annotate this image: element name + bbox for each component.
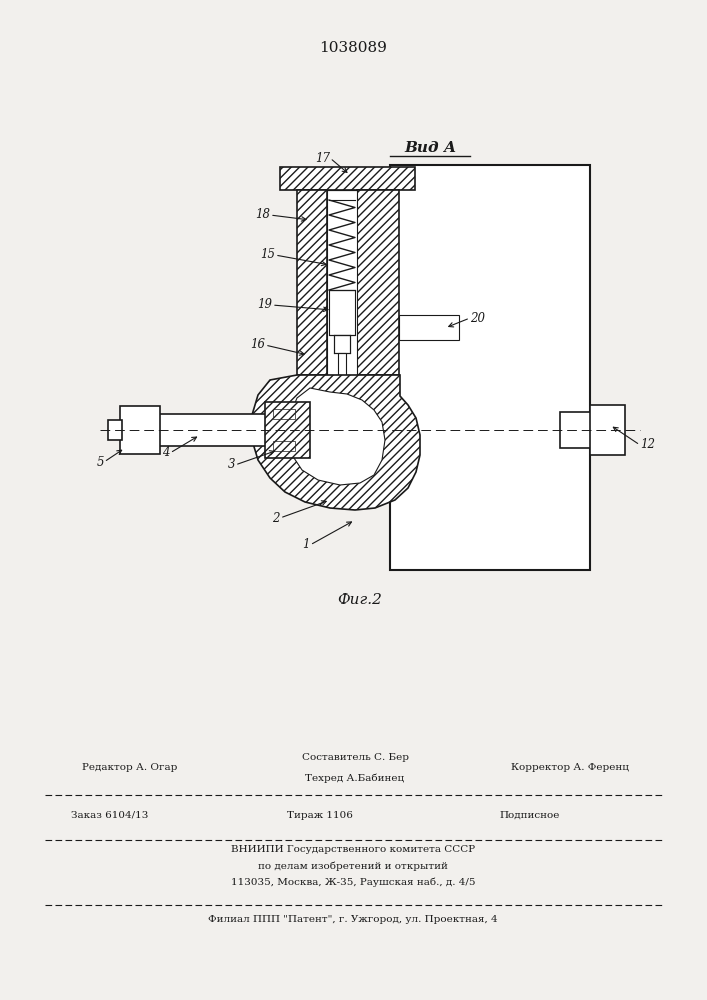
Bar <box>399 315 459 340</box>
Text: 20: 20 <box>470 312 485 324</box>
Text: 12: 12 <box>640 438 655 452</box>
Text: Филиал ППП "Патент", г. Ужгород, ул. Проектная, 4: Филиал ППП "Патент", г. Ужгород, ул. Про… <box>208 916 498 924</box>
Polygon shape <box>273 409 295 419</box>
Bar <box>338 353 346 375</box>
Bar <box>120 406 160 454</box>
Polygon shape <box>265 402 310 458</box>
Polygon shape <box>273 441 295 451</box>
Text: ВНИИПИ Государственного комитета СССР: ВНИИПИ Государственного комитета СССР <box>231 846 475 854</box>
Bar <box>329 290 355 335</box>
Text: Вид А: Вид А <box>404 141 456 155</box>
Text: Техред А.Бабинец: Техред А.Бабинец <box>305 773 404 783</box>
Text: 3: 3 <box>228 458 235 472</box>
Text: 16: 16 <box>250 338 265 352</box>
Polygon shape <box>280 167 415 190</box>
Text: 1: 1 <box>303 538 310 552</box>
Text: 4: 4 <box>163 446 170 460</box>
Bar <box>590 405 625 455</box>
Text: Заказ 6104/13: Заказ 6104/13 <box>71 810 148 820</box>
Text: 5: 5 <box>96 456 104 468</box>
Bar <box>334 335 350 353</box>
Polygon shape <box>252 375 420 510</box>
Bar <box>327 190 357 375</box>
Text: 17: 17 <box>315 151 330 164</box>
Polygon shape <box>357 190 399 375</box>
Text: по делам изобретений и открытий: по делам изобретений и открытий <box>258 861 448 871</box>
Polygon shape <box>288 388 385 485</box>
Text: 15: 15 <box>260 248 275 261</box>
Text: Фиг.2: Фиг.2 <box>337 593 382 607</box>
Text: Тираж 1106: Тираж 1106 <box>287 810 353 820</box>
Bar <box>560 412 620 448</box>
Text: Редактор А. Огар: Редактор А. Огар <box>82 764 177 772</box>
Bar <box>155 414 295 446</box>
Bar <box>108 420 122 440</box>
Text: Корректор А. Ференц: Корректор А. Ференц <box>511 764 629 772</box>
Text: 18: 18 <box>255 209 270 222</box>
Text: 2: 2 <box>272 512 280 524</box>
Text: Подписное: Подписное <box>500 810 560 820</box>
Text: Составитель С. Бер: Составитель С. Бер <box>301 754 409 762</box>
Polygon shape <box>297 190 327 375</box>
Text: 19: 19 <box>257 298 272 312</box>
Bar <box>390 165 590 570</box>
Text: 113035, Москва, Ж-35, Раушская наб., д. 4/5: 113035, Москва, Ж-35, Раушская наб., д. … <box>230 877 475 887</box>
Text: 1038089: 1038089 <box>319 41 387 55</box>
